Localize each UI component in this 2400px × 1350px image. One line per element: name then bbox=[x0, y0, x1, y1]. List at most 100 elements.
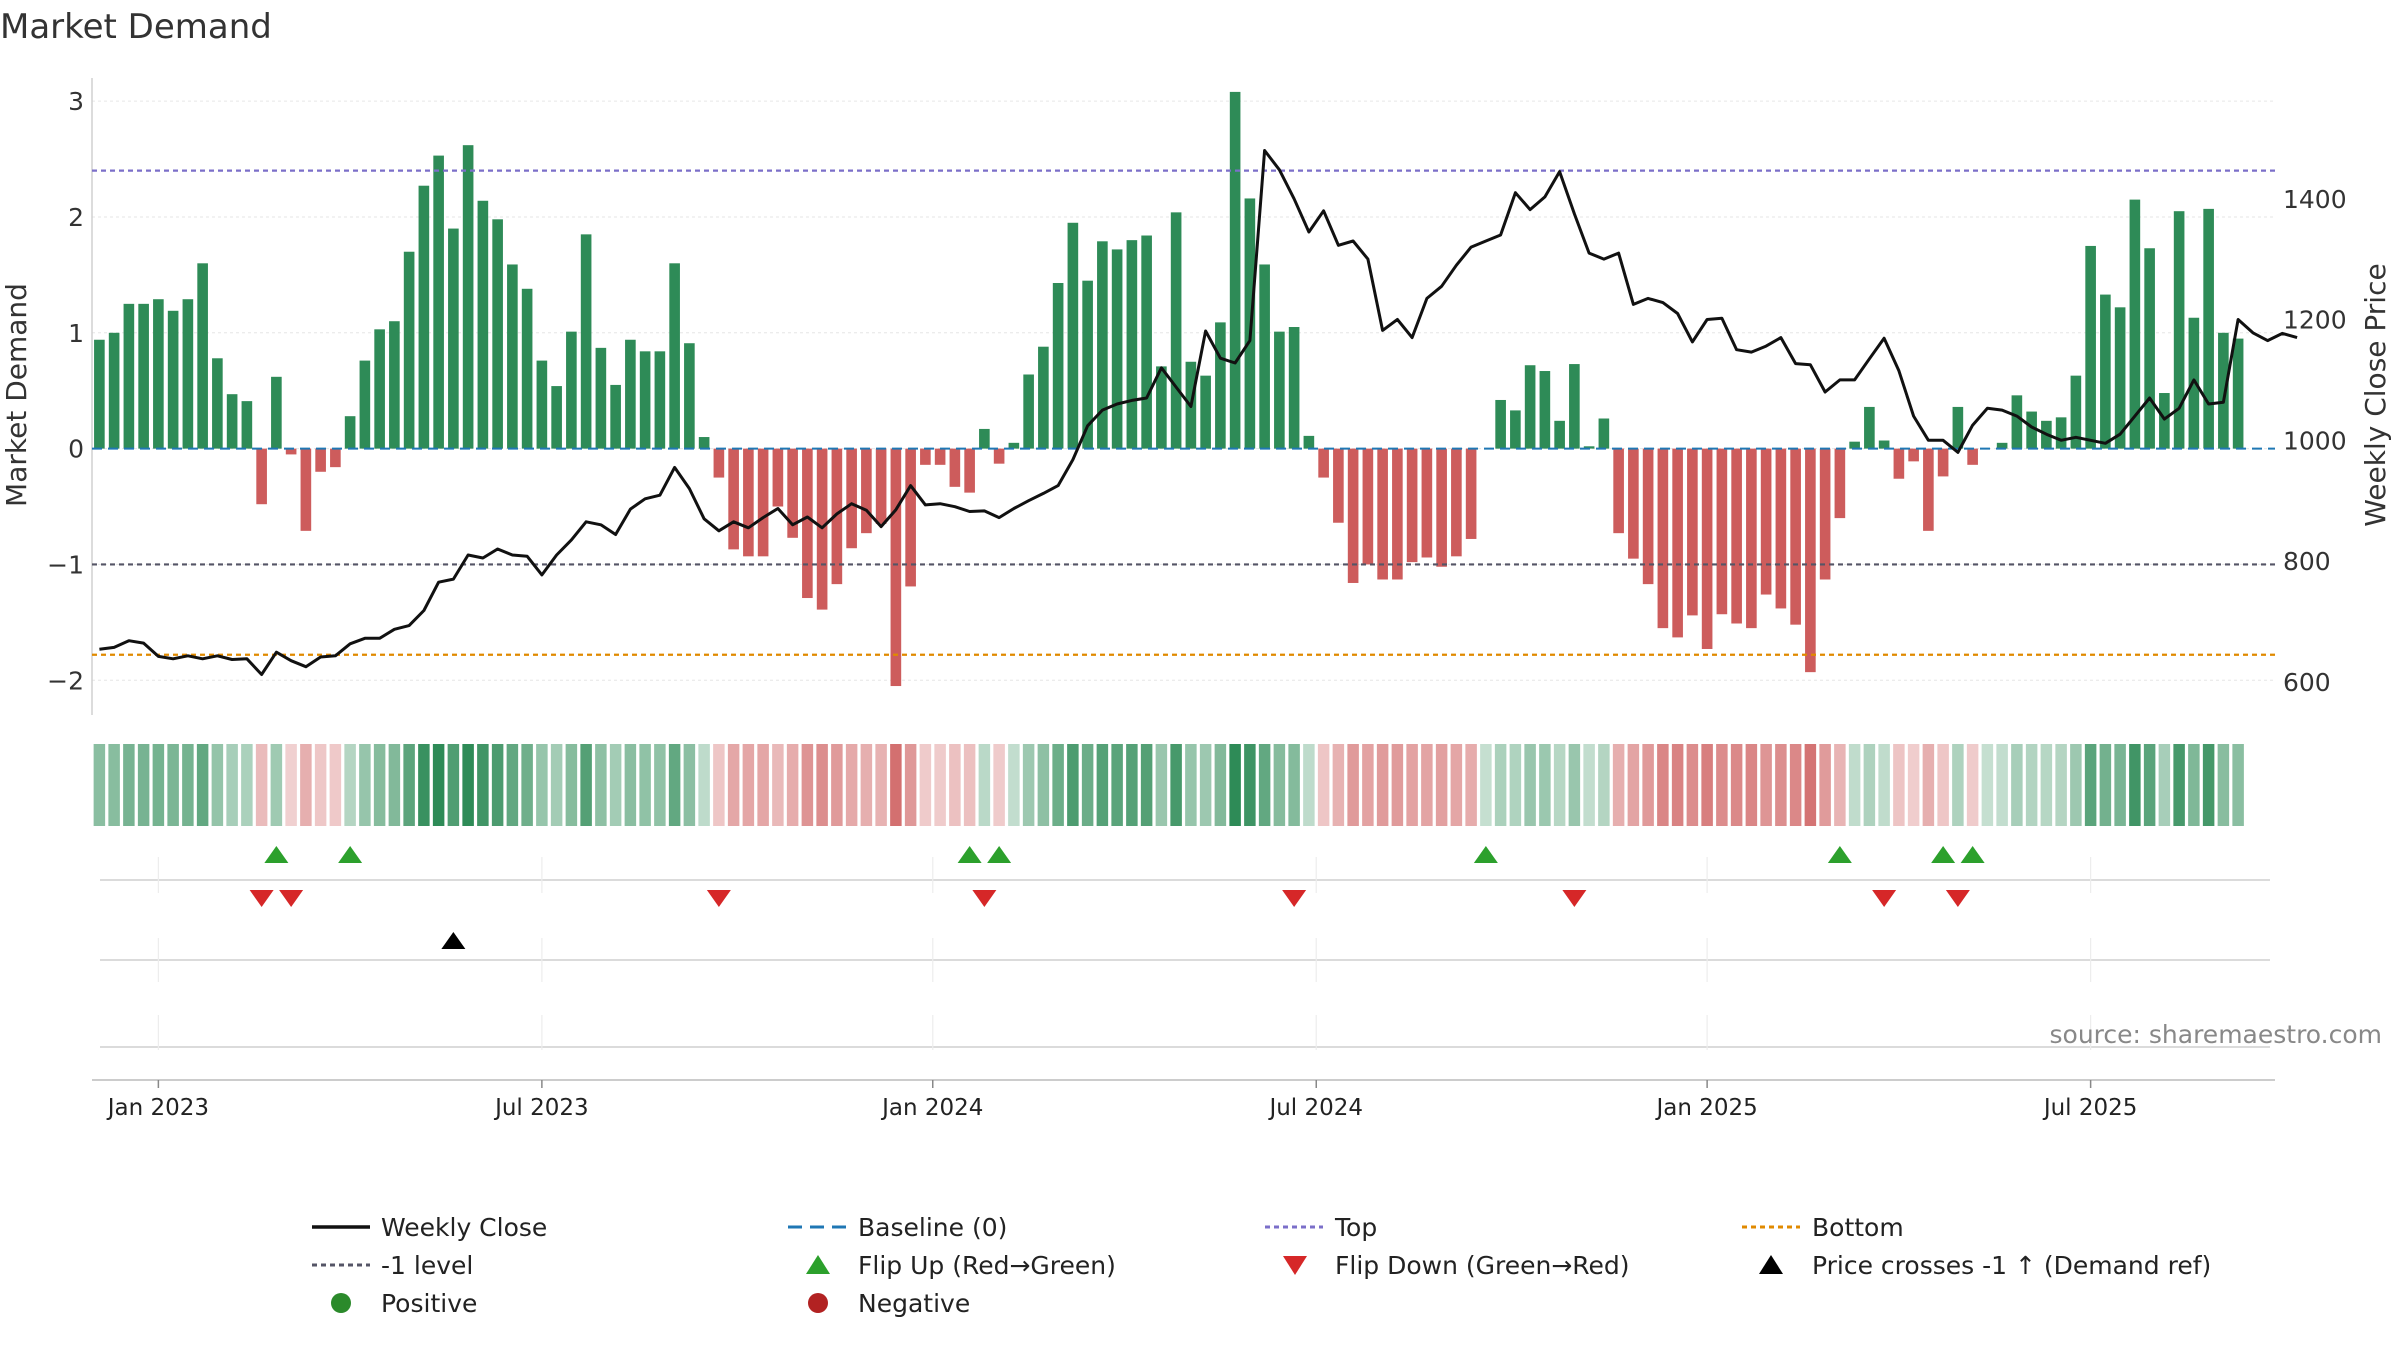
heat-cell bbox=[270, 744, 283, 826]
y-tick-label: −2 bbox=[47, 666, 84, 695]
demand-bar bbox=[1805, 448, 1816, 673]
heat-cell bbox=[2158, 744, 2171, 826]
heat-cell bbox=[491, 744, 504, 826]
heat-cell bbox=[1922, 744, 1935, 826]
heat-cell bbox=[1804, 744, 1817, 826]
demand-bar bbox=[2055, 417, 2067, 449]
demand-bar bbox=[1274, 331, 1285, 449]
legend: Weekly Close Baseline (0) Top Bottom -1 … bbox=[312, 1213, 2211, 1318]
demand-bar bbox=[2085, 245, 2096, 449]
demand-bar bbox=[1790, 448, 1801, 625]
demand-bar bbox=[1392, 448, 1403, 580]
heat-cell bbox=[978, 744, 991, 826]
heat-cell bbox=[1052, 744, 1064, 826]
heat-cell bbox=[1863, 744, 1876, 826]
heat-cell bbox=[403, 744, 415, 826]
heat-cell bbox=[845, 744, 858, 826]
heat-cell bbox=[993, 744, 1005, 826]
heat-cell bbox=[255, 744, 268, 826]
demand-bar bbox=[1111, 249, 1123, 449]
chart-title: Market Demand bbox=[0, 7, 272, 47]
demand-bar bbox=[2218, 332, 2229, 449]
y-tick-label: 0 bbox=[68, 435, 84, 464]
heat-cell bbox=[1170, 744, 1182, 826]
legend-positive-dot-icon bbox=[331, 1293, 351, 1313]
legend-minus-one-label: -1 level bbox=[381, 1251, 473, 1280]
heat-cell bbox=[1273, 744, 1286, 826]
legend-flip-down-icon bbox=[1283, 1256, 1307, 1275]
legend-top: Top bbox=[1265, 1213, 1377, 1242]
demand-bar bbox=[639, 351, 651, 449]
heat-cell bbox=[742, 744, 755, 826]
legend-top-label: Top bbox=[1334, 1213, 1377, 1242]
heat-cell bbox=[816, 744, 828, 826]
demand-bar bbox=[964, 448, 975, 493]
demand-bar bbox=[300, 448, 312, 531]
demand-bar bbox=[1893, 448, 1905, 479]
demand-bar bbox=[846, 448, 857, 549]
demand-bar bbox=[315, 448, 326, 472]
heat-cell bbox=[521, 744, 533, 826]
demand-bar bbox=[654, 351, 666, 449]
heat-cell bbox=[595, 744, 607, 826]
legend-flip-up-label: Flip Up (Red→Green) bbox=[858, 1251, 1116, 1280]
heat-cell bbox=[1834, 744, 1846, 826]
heat-cell bbox=[550, 744, 563, 826]
demand-bar bbox=[1510, 410, 1521, 449]
heat-cell bbox=[1730, 744, 1743, 826]
heat-cell bbox=[137, 744, 150, 826]
demand-bar bbox=[94, 339, 105, 449]
demand-bar bbox=[2011, 395, 2023, 449]
heat-cell bbox=[2011, 744, 2023, 826]
heat-cell bbox=[1199, 744, 1212, 826]
demand-bar bbox=[2159, 393, 2170, 449]
heat-cell bbox=[1480, 744, 1492, 826]
heat-cell bbox=[1111, 744, 1123, 826]
flip-down-marker bbox=[706, 890, 731, 907]
y-tick-label: −1 bbox=[47, 550, 84, 579]
heat-cell bbox=[314, 744, 327, 826]
demand-bar bbox=[1465, 448, 1477, 539]
demand-bar bbox=[1170, 212, 1182, 449]
demand-bar bbox=[1215, 322, 1226, 449]
heat-cell bbox=[2143, 744, 2156, 826]
legend-negative-dot-icon bbox=[808, 1293, 828, 1313]
demand-bar bbox=[743, 448, 754, 557]
heat-cell bbox=[1745, 744, 1758, 826]
heat-cell bbox=[1627, 744, 1640, 826]
demand-bar bbox=[1746, 448, 1757, 629]
x-tick-label: Jan 2023 bbox=[106, 1095, 209, 1121]
demand-bar bbox=[1303, 435, 1315, 449]
demand-bar bbox=[1952, 406, 1964, 449]
demand-bar bbox=[1406, 448, 1418, 563]
heat-cell bbox=[167, 744, 179, 826]
demand-bar bbox=[875, 448, 887, 524]
demand-bar bbox=[2129, 199, 2141, 449]
x-ticks: Jan 2023 Jul 2023 Jan 2024 Jul 2024 Jan 2025… bbox=[106, 1080, 2137, 1121]
demand-bar bbox=[920, 448, 931, 465]
heat-cell bbox=[359, 744, 371, 826]
heat-cell bbox=[1067, 744, 1079, 826]
demand-bar bbox=[1834, 448, 1846, 519]
demand-bar bbox=[108, 332, 120, 449]
demand-bar bbox=[1598, 418, 1610, 449]
flip-up-marker bbox=[264, 846, 289, 863]
demand-bar bbox=[256, 448, 267, 505]
demand-bar bbox=[787, 448, 798, 538]
demand-bar bbox=[1362, 448, 1374, 565]
heat-cell bbox=[1789, 744, 1802, 826]
heat-cell bbox=[447, 744, 460, 826]
demand-bar bbox=[1451, 448, 1462, 557]
heat-cell bbox=[2084, 744, 2097, 826]
demand-bar bbox=[1421, 448, 1433, 558]
heat-cell bbox=[152, 744, 165, 826]
heat-cell bbox=[757, 744, 769, 826]
demand-bar bbox=[1200, 375, 1211, 449]
demand-bar bbox=[1097, 241, 1108, 449]
heat-cell bbox=[226, 744, 238, 826]
heat-cell bbox=[1096, 744, 1109, 826]
heat-cell bbox=[2217, 744, 2230, 826]
flip-down-marker bbox=[972, 890, 997, 907]
weekly-close-line bbox=[99, 149, 2298, 676]
